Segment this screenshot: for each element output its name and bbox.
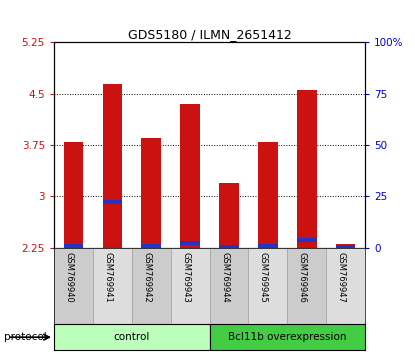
Bar (103, 200, 122, 204)
Text: GSM769943: GSM769943 (181, 252, 190, 302)
Bar (63, 244, 83, 249)
Bar (93, 248, 132, 324)
Title: GDS5180 / ILMN_2651412: GDS5180 / ILMN_2651412 (128, 28, 291, 41)
Text: GSM769946: GSM769946 (298, 252, 307, 302)
Bar (258, 142, 278, 248)
Bar (326, 248, 365, 324)
Bar (297, 238, 317, 242)
Text: GSM769945: GSM769945 (259, 252, 268, 302)
Text: protocol: protocol (4, 332, 47, 342)
Bar (287, 248, 326, 324)
Bar (181, 104, 200, 248)
Bar (336, 244, 356, 248)
Bar (210, 248, 249, 324)
Bar (258, 244, 278, 249)
Bar (142, 138, 161, 248)
Text: GSM769940: GSM769940 (64, 252, 73, 302)
Bar (219, 183, 239, 248)
Text: GSM769944: GSM769944 (220, 252, 229, 302)
Bar (171, 248, 210, 324)
Bar (219, 245, 239, 249)
Text: GSM769942: GSM769942 (142, 252, 151, 302)
Text: control: control (114, 332, 150, 342)
Bar (132, 248, 171, 324)
Bar (142, 244, 161, 248)
Bar (181, 241, 200, 245)
Text: GSM769947: GSM769947 (337, 252, 346, 302)
Bar (336, 245, 356, 249)
Bar (297, 90, 317, 248)
Bar (249, 248, 287, 324)
Text: GSM769941: GSM769941 (103, 252, 112, 302)
Bar (63, 142, 83, 248)
Text: Bcl11b overexpression: Bcl11b overexpression (228, 332, 347, 342)
Bar (54, 248, 93, 324)
Bar (103, 84, 122, 248)
